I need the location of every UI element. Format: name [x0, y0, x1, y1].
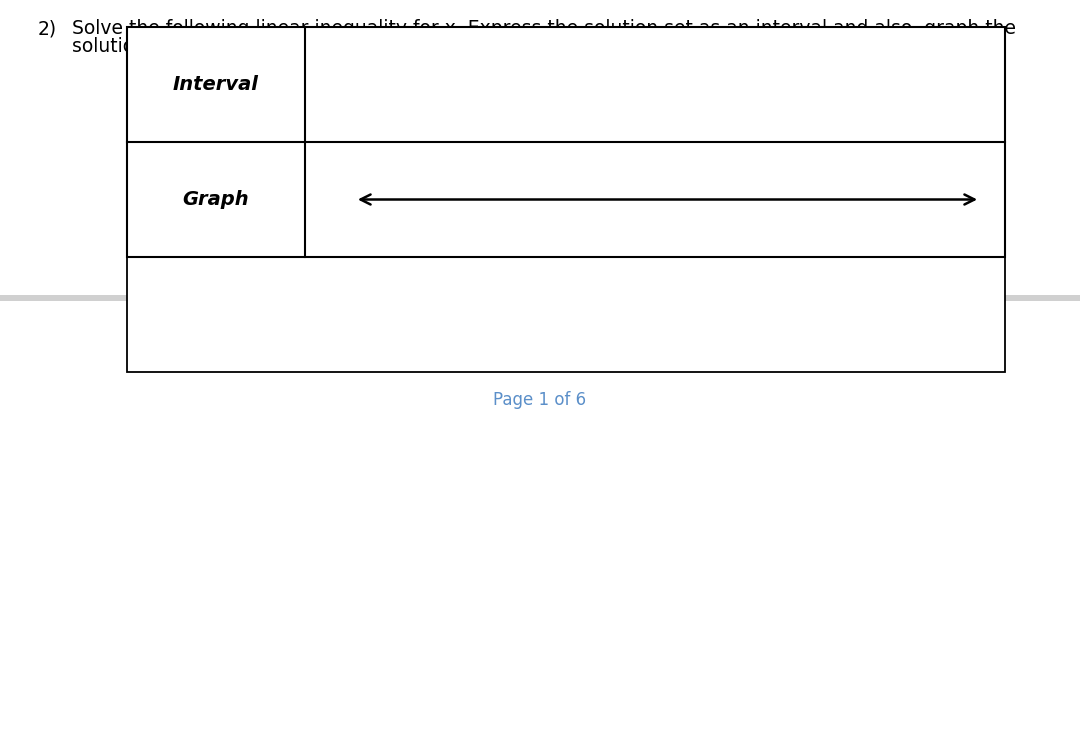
Bar — [0, 295, 1080, 301]
Bar — [127, 107, 1005, 372]
Text: Interval: Interval — [173, 75, 259, 94]
Text: Page 1 of 6: Page 1 of 6 — [494, 391, 586, 409]
Bar — [0, 0, 1080, 297]
Text: −5≤3−2x≤3: −5≤3−2x≤3 — [472, 59, 608, 79]
Text: Graph: Graph — [183, 190, 249, 209]
Text: 2): 2) — [38, 19, 57, 38]
Text: Solution:: Solution: — [135, 114, 224, 132]
Bar — [127, 27, 1005, 257]
Text: solution set.: solution set. — [72, 37, 187, 56]
Bar — [0, 301, 1080, 737]
Text: Solve the following linear inequality for x. Express the solution set as an inte: Solve the following linear inequality fo… — [72, 19, 1016, 38]
